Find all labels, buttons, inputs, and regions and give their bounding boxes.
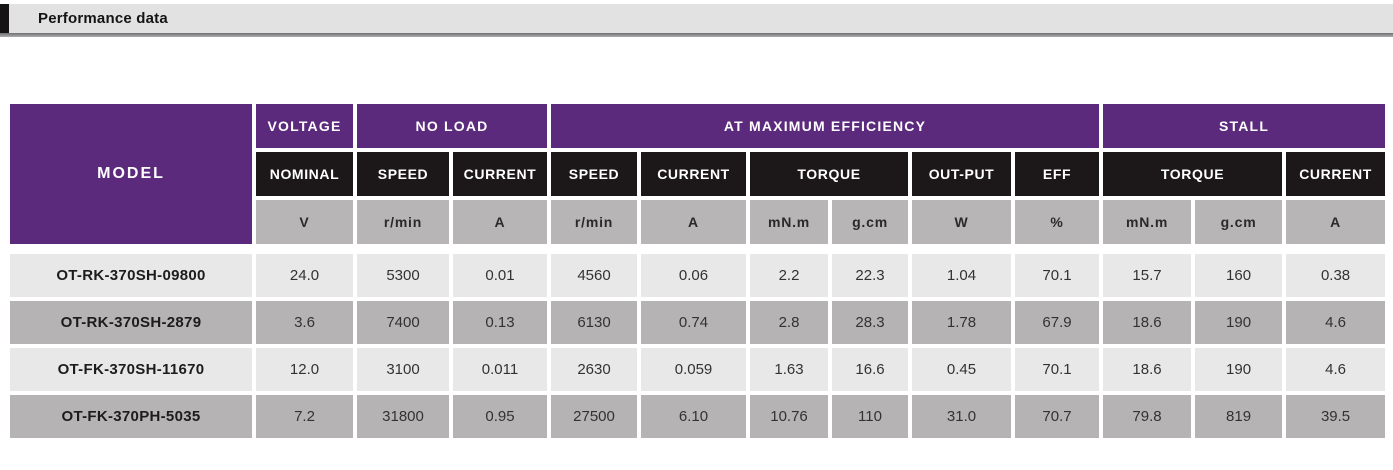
table-row: OT-FK-370PH-5035 7.2 31800 0.95 27500 6.… <box>10 395 1386 438</box>
col-header-current-maxeff: CURRENT <box>641 152 747 196</box>
col-header-speed-noload: SPEED <box>357 152 449 196</box>
performance-data-table: MODEL VOLTAGE NO LOAD AT MAXIMUM EFFICIE… <box>6 100 1389 442</box>
model-cell: OT-FK-370PH-5035 <box>10 395 252 438</box>
value-cell: 0.45 <box>912 348 1012 391</box>
col-group-voltage: VOLTAGE <box>256 104 353 148</box>
unit-amp-noload: A <box>453 200 548 244</box>
header-rule <box>0 33 1393 37</box>
value-cell: 24.0 <box>256 254 353 297</box>
group-header-row: MODEL VOLTAGE NO LOAD AT MAXIMUM EFFICIE… <box>10 104 1386 244</box>
value-cell: 0.01 <box>453 254 548 297</box>
col-header-output: OUT-PUT <box>912 152 1012 196</box>
value-cell: 31800 <box>357 395 449 438</box>
col-header-current-stall: CURRENT <box>1286 152 1386 196</box>
value-cell: 27500 <box>551 395 638 438</box>
unit-mnm-stall: mN.m <box>1103 200 1192 244</box>
section-header-bar: Performance data <box>0 4 1393 33</box>
value-cell: 16.6 <box>832 348 909 391</box>
value-cell: 10.76 <box>750 395 829 438</box>
value-cell: 28.3 <box>832 301 909 344</box>
value-cell: 1.78 <box>912 301 1012 344</box>
value-cell: 70.7 <box>1015 395 1100 438</box>
model-column-header: MODEL <box>10 104 252 244</box>
value-cell: 0.011 <box>453 348 548 391</box>
sub-header-row: NOMINAL SPEED CURRENT SPEED CURRENT TORQ… <box>10 152 1386 196</box>
value-cell: 160 <box>1195 254 1283 297</box>
unit-percent: % <box>1015 200 1100 244</box>
value-cell: 2.8 <box>750 301 829 344</box>
value-cell: 6130 <box>551 301 638 344</box>
value-cell: 7.2 <box>256 395 353 438</box>
table-row: OT-FK-370SH-11670 12.0 3100 0.011 2630 0… <box>10 348 1386 391</box>
col-header-speed-maxeff: SPEED <box>551 152 638 196</box>
col-header-torque-stall: TORQUE <box>1103 152 1283 196</box>
value-cell: 1.04 <box>912 254 1012 297</box>
value-cell: 22.3 <box>832 254 909 297</box>
value-cell: 0.059 <box>641 348 747 391</box>
value-cell: 79.8 <box>1103 395 1192 438</box>
value-cell: 18.6 <box>1103 348 1192 391</box>
value-cell: 110 <box>832 395 909 438</box>
value-cell: 4560 <box>551 254 638 297</box>
value-cell: 0.74 <box>641 301 747 344</box>
value-cell: 3.6 <box>256 301 353 344</box>
header-accent-bar <box>0 4 9 33</box>
value-cell: 190 <box>1195 301 1283 344</box>
page-title: Performance data <box>38 10 168 27</box>
model-cell: OT-RK-370SH-09800 <box>10 254 252 297</box>
unit-gcm-stall: g.cm <box>1195 200 1283 244</box>
header-body-spacer <box>10 248 1385 250</box>
unit-rpm-maxeff: r/min <box>551 200 638 244</box>
value-cell: 1.63 <box>750 348 829 391</box>
col-header-nominal: NOMINAL <box>256 152 353 196</box>
col-group-at-maximum-efficiency: AT MAXIMUM EFFICIENCY <box>551 104 1100 148</box>
table-row: OT-RK-370SH-2879 3.6 7400 0.13 6130 0.74… <box>10 301 1386 344</box>
value-cell: 31.0 <box>912 395 1012 438</box>
table-row: OT-RK-370SH-09800 24.0 5300 0.01 4560 0.… <box>10 254 1386 297</box>
value-cell: 18.6 <box>1103 301 1192 344</box>
value-cell: 67.9 <box>1015 301 1100 344</box>
value-cell: 6.10 <box>641 395 747 438</box>
col-header-current-noload: CURRENT <box>453 152 548 196</box>
units-row: V r/min A r/min A mN.m g.cm W % mN.m g.c… <box>10 200 1386 244</box>
value-cell: 0.38 <box>1286 254 1386 297</box>
col-header-eff: EFF <box>1015 152 1100 196</box>
col-header-torque-maxeff: TORQUE <box>750 152 909 196</box>
col-group-stall: STALL <box>1103 104 1386 148</box>
value-cell: 4.6 <box>1286 348 1386 391</box>
value-cell: 39.5 <box>1286 395 1386 438</box>
model-cell: OT-FK-370SH-11670 <box>10 348 252 391</box>
value-cell: 0.95 <box>453 395 548 438</box>
value-cell: 0.06 <box>641 254 747 297</box>
unit-rpm-noload: r/min <box>357 200 449 244</box>
value-cell: 190 <box>1195 348 1283 391</box>
unit-gcm-maxeff: g.cm <box>832 200 909 244</box>
unit-amp-maxeff: A <box>641 200 747 244</box>
value-cell: 3100 <box>357 348 449 391</box>
unit-volt: V <box>256 200 353 244</box>
unit-amp-stall: A <box>1286 200 1386 244</box>
value-cell: 12.0 <box>256 348 353 391</box>
unit-mnm-maxeff: mN.m <box>750 200 829 244</box>
value-cell: 0.13 <box>453 301 548 344</box>
value-cell: 2.2 <box>750 254 829 297</box>
value-cell: 819 <box>1195 395 1283 438</box>
value-cell: 70.1 <box>1015 254 1100 297</box>
value-cell: 70.1 <box>1015 348 1100 391</box>
value-cell: 5300 <box>357 254 449 297</box>
value-cell: 4.6 <box>1286 301 1386 344</box>
model-cell: OT-RK-370SH-2879 <box>10 301 252 344</box>
unit-watt: W <box>912 200 1012 244</box>
value-cell: 7400 <box>357 301 449 344</box>
value-cell: 15.7 <box>1103 254 1192 297</box>
value-cell: 2630 <box>551 348 638 391</box>
col-group-no-load: NO LOAD <box>357 104 548 148</box>
